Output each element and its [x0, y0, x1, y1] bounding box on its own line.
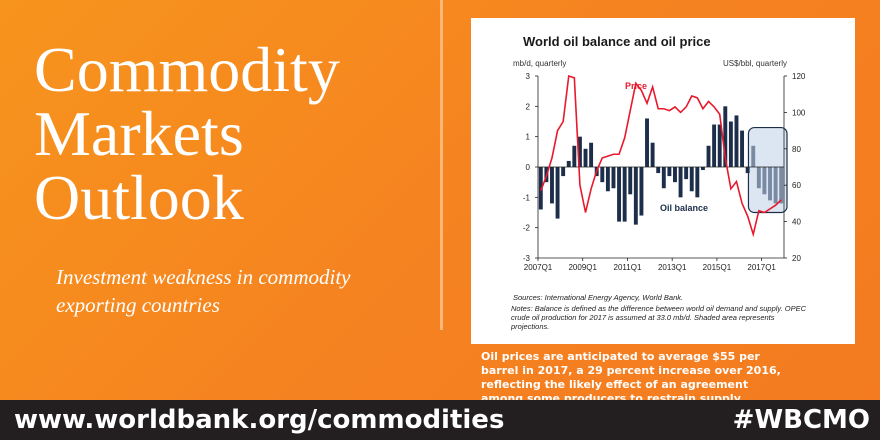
hashtag: #WBCMO [732, 405, 870, 435]
subtitle: Investment weakness in commodity exporti… [56, 265, 351, 317]
left-tick-label: 3 [526, 72, 531, 81]
oil-balance-bar [667, 167, 672, 177]
right-tick-label: 100 [792, 108, 806, 117]
x-tick-label: 2011Q1 [614, 263, 642, 272]
oil-balance-bar [538, 167, 543, 210]
oil-balance-bar [684, 167, 689, 180]
page-title: Commodity Markets Outlook [34, 38, 340, 230]
chart-panel: World oil balance and oil price mb/d, qu… [471, 18, 855, 344]
oil-balance-bar [633, 167, 638, 225]
oil-balance-bar [728, 121, 733, 167]
oil-balance-bar [745, 167, 750, 174]
oil-balance-bar [572, 145, 577, 167]
oil-balance-bar [706, 145, 711, 167]
oil-balance-bar [762, 167, 767, 195]
oil-balance-bar [751, 145, 756, 167]
oil-balance-bar [661, 167, 666, 189]
title-line-3: Outlook [34, 162, 244, 233]
price-annotation: Price [625, 81, 647, 91]
oil-balance-bar [583, 148, 588, 167]
oil-balance-bar [678, 167, 683, 198]
right-tick-label: 20 [792, 254, 801, 263]
right-tick-label: 80 [792, 145, 801, 154]
right-tick-label: 60 [792, 181, 801, 190]
oil-balance-bar [695, 167, 700, 198]
oil-balance-bar [756, 167, 761, 189]
oil-balance-bar [740, 130, 745, 167]
footer-bar: www.worldbank.org/commodities #WBCMO [0, 400, 880, 440]
oil-balance-bar [768, 167, 772, 201]
oil-balance-bar [550, 167, 554, 204]
oil-balance-bar [622, 167, 627, 222]
left-tick-label: -2 [523, 224, 531, 233]
x-tick-label: 2009Q1 [568, 263, 597, 272]
price-line [540, 74, 782, 238]
x-tick-label: 2007Q1 [524, 263, 553, 272]
oil-balance-bar [566, 160, 571, 167]
chart: World oil balance and oil price mb/d, qu… [511, 34, 807, 331]
chart-sources: Sources: International Energy Agency, Wo… [513, 293, 683, 302]
oil-balance-bar [589, 142, 594, 167]
oil-balance-bar [639, 167, 644, 216]
right-axis-label: US$/bbl, quarterly [723, 59, 787, 68]
website-link[interactable]: www.worldbank.org/commodities [14, 405, 505, 435]
oil-balance-bar [689, 167, 694, 192]
chart-caption: Oil prices are anticipated to average $5… [481, 350, 781, 405]
oil-balance-bar [628, 167, 633, 195]
oil-balance-bar [650, 142, 655, 167]
divider [440, 0, 443, 330]
oil-balance-bar [773, 167, 778, 204]
left-tick-label: -3 [523, 254, 531, 263]
left-axis-label: mb/d, quarterly [513, 59, 566, 68]
oil-balance-bar [712, 124, 717, 167]
oil-balance-bar [577, 136, 582, 167]
title-line-1: Commodity [34, 34, 340, 105]
right-tick-label: 40 [792, 218, 801, 227]
oil-balance-bar [734, 115, 739, 167]
left-tick-label: 2 [526, 102, 531, 111]
x-tick-label: 2015Q1 [703, 263, 732, 272]
left-tick-label: -1 [523, 193, 531, 202]
oil-balance-bar [561, 167, 566, 177]
oil-balance-bar [779, 167, 784, 204]
right-tick-label: 120 [792, 72, 806, 81]
left-tick-label: 0 [526, 163, 531, 172]
oil-balance-bar [656, 167, 661, 174]
x-tick-label: 2017Q1 [747, 263, 776, 272]
oil-balance-bar [700, 167, 705, 171]
oil-balance-bar [673, 167, 677, 183]
oil-balance-bar [611, 167, 616, 189]
oil-balance-bar [723, 106, 728, 167]
chart-notes: Notes: Balance is defined as the differe… [511, 304, 807, 331]
title-line-2: Markets [34, 98, 244, 169]
oil-balance-bar [605, 167, 610, 192]
chart-title: World oil balance and oil price [523, 34, 711, 49]
oil-balance-bar [617, 167, 622, 222]
oil-balance-bar [555, 167, 560, 219]
oil-balance-bar [645, 118, 649, 167]
oil-balance-bar [600, 167, 605, 183]
oil-balance-annotation: Oil balance [660, 203, 708, 213]
x-tick-label: 2013Q1 [658, 263, 687, 272]
oil-balance-bar [717, 124, 722, 167]
left-tick-label: 1 [526, 133, 531, 142]
